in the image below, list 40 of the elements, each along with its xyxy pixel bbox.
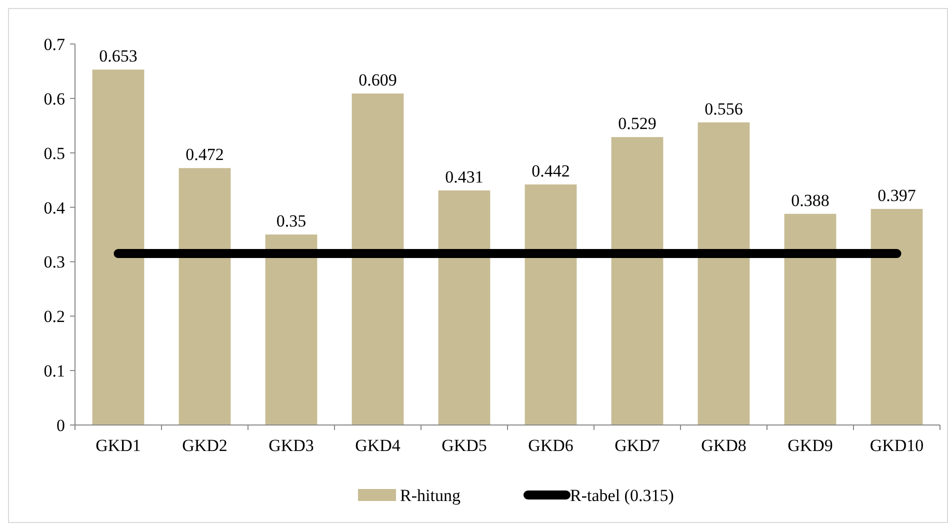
- y-tick-label: 0.1: [44, 362, 65, 381]
- y-tick-label: 0: [56, 416, 65, 435]
- legend-label: R-tabel (0.315): [570, 486, 674, 505]
- x-tick-label: GKD1: [96, 436, 141, 455]
- x-tick-label: GKD10: [870, 436, 924, 455]
- y-tick-label: 0.7: [44, 35, 66, 54]
- bar: [92, 70, 144, 425]
- y-tick-label: 0.2: [44, 307, 65, 326]
- x-tick-label: GKD7: [614, 436, 660, 455]
- data-label: 0.472: [186, 145, 224, 164]
- y-tick-label: 0.3: [44, 252, 65, 272]
- x-tick-label: GKD5: [442, 436, 487, 455]
- data-label: 0.35: [276, 212, 306, 230]
- y-tick-label: 0.4: [44, 198, 66, 218]
- bar: [178, 168, 231, 425]
- bar: [438, 190, 490, 425]
- bar: [524, 184, 577, 425]
- data-label: 0.529: [618, 114, 656, 134]
- data-label: 0.442: [532, 161, 570, 180]
- x-tick-label: GKD6: [528, 436, 574, 455]
- x-tick-label: GKD8: [701, 436, 746, 455]
- data-label: 0.653: [99, 46, 138, 66]
- data-label: 0.609: [358, 70, 397, 90]
- bar: [265, 234, 318, 425]
- data-label: 0.388: [791, 190, 830, 210]
- bar: [611, 137, 664, 425]
- data-label: 0.431: [445, 167, 484, 186]
- x-tick-label: GKD3: [268, 436, 314, 455]
- legend-label: R-hitung: [400, 486, 461, 505]
- x-tick-label: GKD4: [355, 436, 401, 455]
- x-tick-label: GKD9: [788, 436, 833, 455]
- data-label: 0.397: [878, 186, 916, 205]
- y-tick-label: 0.6: [44, 89, 65, 108]
- bar: [352, 94, 404, 425]
- x-tick-label: GKD2: [182, 436, 228, 455]
- data-label: 0.556: [704, 99, 743, 118]
- bar: [698, 122, 750, 425]
- y-tick-label: 0.5: [44, 144, 65, 163]
- bar: [870, 208, 923, 425]
- bar: [784, 214, 836, 425]
